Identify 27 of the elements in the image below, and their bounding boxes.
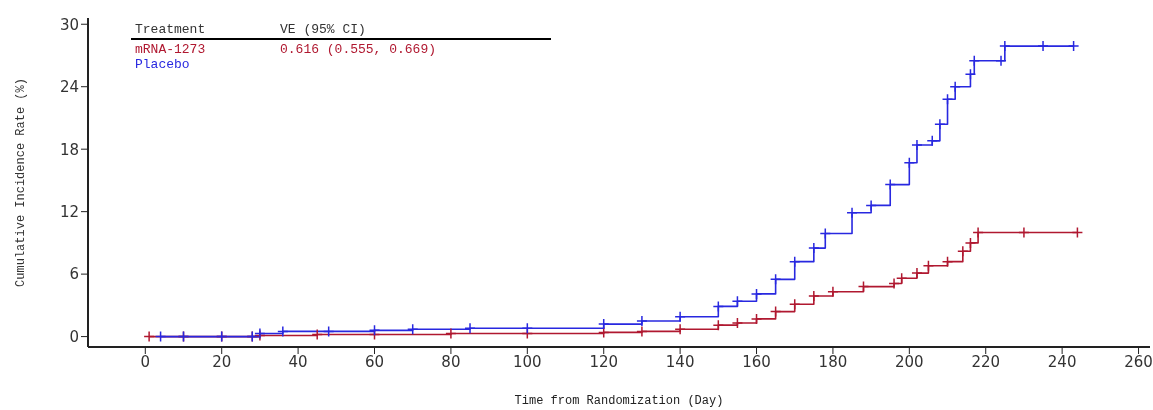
x-tick-label: 180	[818, 352, 848, 371]
x-tick-label: 60	[364, 352, 385, 371]
y-tick-label: 12	[59, 202, 79, 221]
y-tick-label: 0	[69, 327, 79, 346]
x-tick-label: 140	[665, 352, 695, 371]
x-tick-label: 240	[1047, 352, 1077, 371]
y-axis-title: Cumulative Incidence Rate (%)	[14, 78, 29, 287]
y-tick-label: 24	[59, 78, 79, 97]
x-tick-label: 40	[288, 352, 308, 371]
x-tick-label: 0	[140, 352, 151, 371]
x-tick-label: 120	[589, 352, 619, 371]
y-tick-label: 30	[59, 15, 79, 34]
y-tick-label: 18	[59, 140, 79, 159]
legend-title: Treatment	[135, 22, 207, 37]
x-tick-label: 260	[1124, 352, 1153, 371]
x-tick-label: 160	[742, 352, 771, 371]
x-tick-label: 80	[441, 352, 461, 371]
x-tick-label: 20	[212, 352, 232, 371]
x-axis-title: Time from Randomization (Day)	[514, 394, 724, 408]
annotation: 0.616 (0.555, 0.669)	[280, 42, 437, 57]
x-tick-label: 100	[513, 352, 542, 371]
y-tick-label: 6	[69, 265, 79, 284]
text: Placebo	[135, 57, 191, 72]
text: mRNA-1273	[135, 42, 207, 57]
annotation: VE (95% CI)	[280, 22, 366, 37]
x-tick-label: 200	[895, 352, 924, 371]
x-tick-label: 220	[971, 352, 1001, 371]
